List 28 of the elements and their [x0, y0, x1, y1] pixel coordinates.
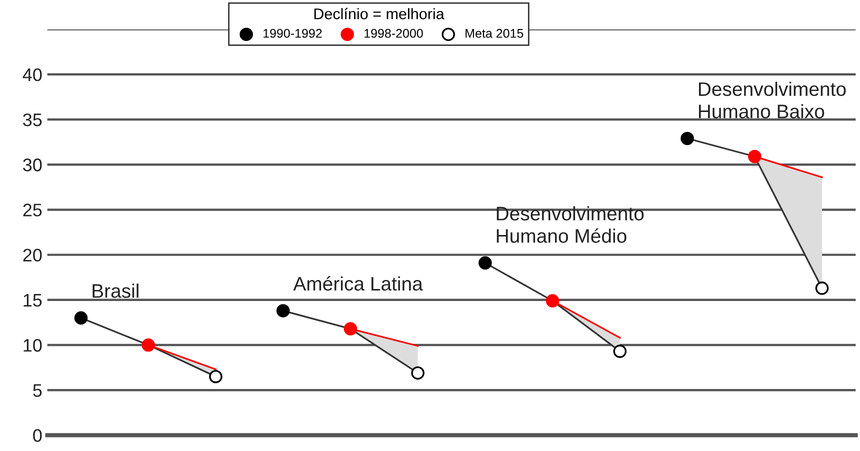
- y-tick-label: 10: [24, 338, 42, 352]
- point: [546, 294, 560, 308]
- y-tick-label: 25: [23, 204, 42, 216]
- legend-label: 1998-2000: [364, 28, 423, 38]
- annotation: Brasil: [92, 284, 138, 298]
- y-tick-label: 35: [23, 113, 42, 126]
- legend-label: Meta 2015: [466, 28, 524, 38]
- point: [276, 304, 290, 318]
- legend-label: 1990-1992: [264, 28, 322, 38]
- annotation: Desenvolvimento Humano Baixo: [698, 82, 846, 118]
- point: [142, 338, 155, 352]
- point: [344, 322, 358, 336]
- point: [209, 370, 222, 384]
- y-tick-label: 30: [23, 158, 42, 172]
- y-tick-label: 20: [23, 248, 42, 262]
- y-tick-label: 40: [22, 68, 42, 82]
- y-tick-label: 0: [33, 429, 42, 442]
- y-tick-label: 5: [33, 384, 42, 397]
- annotation: América Latina: [293, 276, 423, 291]
- point: [613, 344, 627, 358]
- point: [411, 366, 424, 380]
- y-tick-label: 15: [24, 294, 42, 307]
- point: [74, 311, 88, 325]
- point: [478, 256, 492, 270]
- point: [748, 150, 762, 164]
- point: [815, 282, 829, 295]
- legend-title: Declínio = melhoria: [314, 8, 444, 20]
- point: [680, 132, 694, 146]
